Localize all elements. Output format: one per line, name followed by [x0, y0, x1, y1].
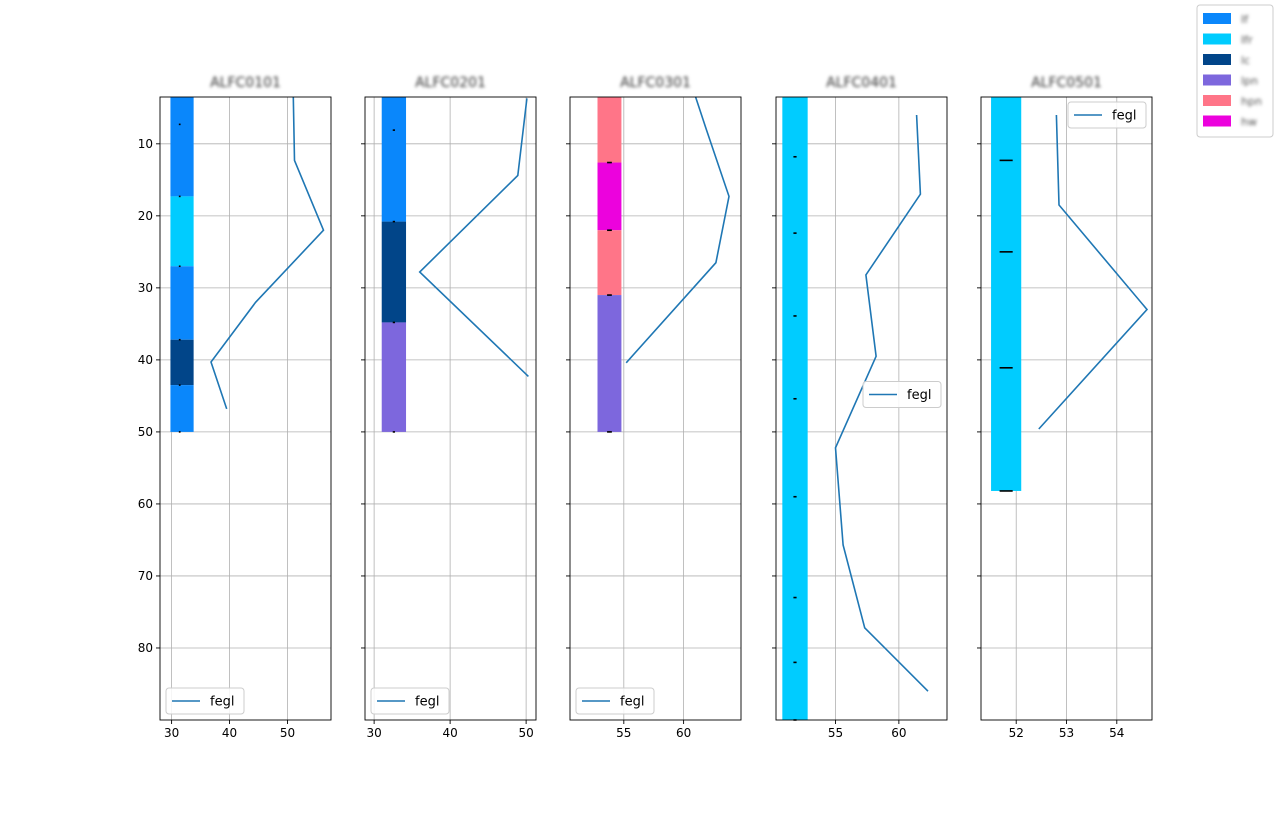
legend-box: [165, 687, 245, 715]
y-tick-label: 70: [138, 569, 153, 583]
panel-title: ALFC0401: [826, 75, 897, 91]
lithology-bar: [597, 230, 622, 296]
legend-label: fegl: [210, 695, 234, 710]
x-tick-label: 55: [616, 726, 631, 740]
y-tick-label: 80: [138, 641, 153, 655]
panel-title: ALFC0201: [415, 75, 486, 91]
legend-label: fegl: [1112, 109, 1136, 124]
lithology-bar: [597, 162, 622, 231]
lithology-bar: [170, 266, 194, 340]
legend-swatch-lpn: [1203, 74, 1231, 86]
y-tick-label: 50: [138, 425, 153, 439]
legend-label-If: If: [1241, 13, 1249, 26]
lithology-bar: [170, 196, 194, 267]
series-line-fegl: [834, 114, 929, 692]
panel-legend: fegl: [575, 687, 655, 715]
lithology-bar: [170, 339, 194, 386]
x-tick-label: 40: [222, 726, 237, 740]
panel-legend: fegl: [165, 687, 245, 715]
legend-swatch-hpn: [1203, 95, 1231, 106]
lithology-bar: [597, 97, 622, 163]
x-tick-label: 30: [164, 726, 179, 740]
legend-label-Ifr: Ifr: [1241, 34, 1253, 47]
global-legend: If Ifr lc lpn hpn hw: [1196, 4, 1274, 138]
series-line-fegl: [210, 97, 325, 410]
legend-box: [1067, 101, 1147, 129]
x-tick-label: 60: [676, 726, 691, 740]
x-tick-label: 60: [891, 726, 906, 740]
y-tick-label: 30: [138, 281, 153, 295]
lithology-bar: [170, 97, 194, 197]
x-tick-label: 52: [1009, 726, 1024, 740]
panel-3: 55 60 ALFC0301 fegl: [566, 75, 742, 740]
panel-title: ALFC0501: [1031, 75, 1102, 91]
lithology-bar: [597, 295, 622, 432]
lithology-bar: [381, 322, 407, 432]
x-tick-label: 40: [442, 726, 457, 740]
panel-legend: fegl: [862, 381, 942, 408]
panel-legend: fegl: [1067, 101, 1147, 129]
legend-label: fegl: [415, 695, 439, 710]
legend-label-lc: lc: [1241, 54, 1250, 67]
panel-1: 30 40 50 10 20 30 40 50 60 70 80 ALFC0101 fegl: [138, 75, 332, 740]
lithology-bar: [381, 221, 407, 323]
legend-label: fegl: [620, 695, 644, 710]
axes-frame: [775, 96, 948, 721]
x-tick-label: 53: [1059, 726, 1074, 740]
legend-label-hpn: hpn: [1241, 95, 1262, 108]
x-tick-label: 30: [366, 726, 381, 740]
lithology-bar: [991, 97, 1022, 491]
y-tick-label: 20: [138, 209, 153, 223]
axes-frame: [569, 96, 742, 721]
series-line-fegl: [625, 97, 730, 364]
legend-swatch-hw: [1203, 115, 1231, 127]
axes-frame: [159, 96, 332, 721]
legend-swatch-lc: [1203, 54, 1231, 65]
panel-title: ALFC0101: [210, 75, 281, 91]
panel-legend: fegl: [370, 687, 450, 715]
series-line-fegl: [418, 98, 529, 377]
x-tick-label: 54: [1109, 726, 1124, 740]
panel-2: 30 40 50 ALFC0201 fegl: [361, 75, 537, 740]
x-tick-label: 55: [828, 726, 843, 740]
legend-box: [862, 381, 942, 408]
y-tick-label: 10: [138, 137, 153, 151]
legend-label-hw: hw: [1241, 116, 1257, 129]
panel-4: 55 60 ALFC0401 fegl: [772, 75, 948, 740]
legend-swatch-If: [1203, 13, 1231, 24]
y-tick-label: 40: [138, 353, 153, 367]
panel-title: ALFC0301: [620, 75, 691, 91]
legend-label-lpn: lpn: [1241, 75, 1258, 88]
legend-box: [575, 687, 655, 715]
legend-swatch-Ifr: [1203, 33, 1231, 45]
x-tick-label: 50: [518, 726, 533, 740]
lithology-bar: [381, 97, 407, 222]
y-tick-label: 60: [138, 497, 153, 511]
legend-label: fegl: [907, 388, 931, 403]
x-tick-label: 50: [280, 726, 295, 740]
series-line-fegl: [1038, 114, 1149, 430]
lithology-bar: [782, 97, 808, 720]
lithology-bar: [170, 385, 194, 432]
legend-box: [370, 687, 450, 715]
panel-5: 52 53 54 ALFC0501 fegl: [977, 75, 1153, 740]
